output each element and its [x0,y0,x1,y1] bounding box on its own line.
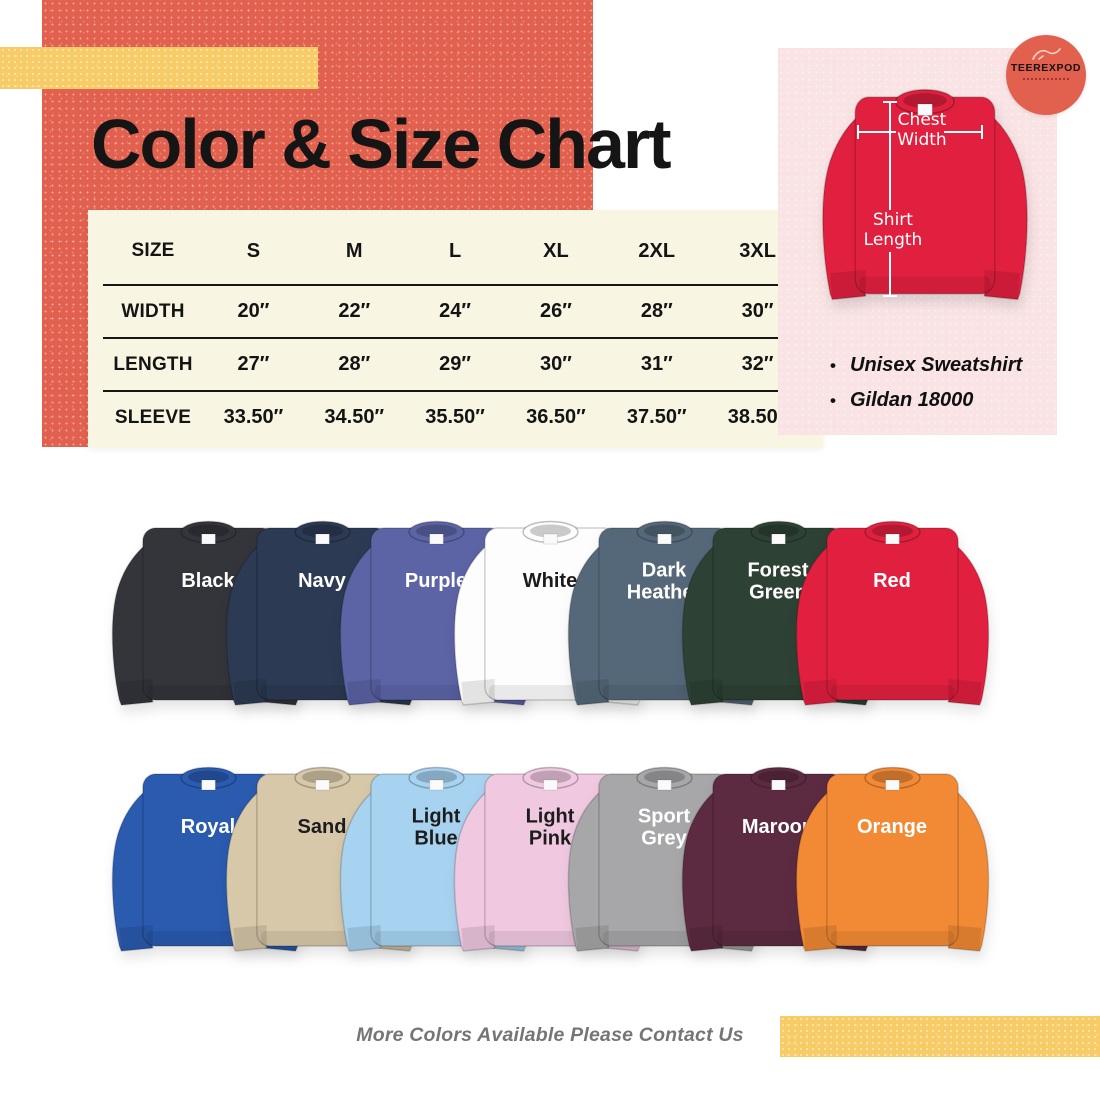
bullet-dot-icon: • [830,355,836,375]
brand-name: TEEREXPOD [1010,62,1082,74]
size-table-header-cell: L [448,239,462,262]
page-title: Color & Size Chart [91,105,672,183]
bullet-text: Unisex Sweatshirt [850,354,1023,376]
size-table-header-cell: 2XL [638,239,676,262]
size-table-header-cell: SIZE [131,240,175,261]
color-name-label: White [522,570,578,593]
yellow-accent-bar-bottom [780,1016,1100,1057]
sweatshirt-red: Red [775,506,1010,716]
size-table: SIZE S M L XL 2XL 3XL WIDTH 20″ 22″ 24″ 26″ 28″ 30″ L… [88,210,823,448]
size-table-cell: 34.50″ [324,406,385,428]
size-table-cell: 27″ [237,353,270,375]
size-table-body: WIDTH 20″ 22″ 24″ 26″ 28″ 30″ LENGTH 27″ 28″ 29″ 30… [88,284,823,443]
size-table-header-row: SIZE S M L XL 2XL 3XL [103,218,808,284]
color-name-label: Light Pink [525,805,575,849]
color-name-label: Black [181,570,235,593]
size-table-row-label: LENGTH [113,353,193,375]
color-row-2: Royal Sand Light Blue Light Pink Sport Grey M… [0,752,1100,967]
size-table-row: SLEEVE 33.50″ 34.50″ 35.50″ 36.50″ 37.50″ 38.5… [103,390,808,443]
color-name-label: Navy [298,570,346,593]
size-table-cell: 32″ [741,353,774,375]
shirt-length-label: Shirt Length [863,210,923,251]
size-table-cell: 36.50″ [526,406,586,428]
size-table-cell: 38.50″ [727,406,788,428]
measurement-sweatshirt-image [800,72,1050,312]
size-table-cell: 30″ [540,353,572,375]
size-table-row: WIDTH 20″ 22″ 24″ 26″ 28″ 30″ [103,284,808,337]
size-table-cell: 24″ [439,300,471,322]
brand-tagline-mark [1023,78,1069,80]
color-name-label: Red [873,570,911,593]
size-table-cell: 26″ [540,300,572,322]
color-name-label: Forest Green [747,559,809,603]
size-table-cell: 22″ [338,300,371,322]
color-name-label: Maroon [741,816,815,839]
size-table-row: LENGTH 27″ 28″ 29″ 30″ 31″ 32″ [103,337,808,390]
sweatshirt-orange: Orange [775,752,1010,962]
footer-note: More Colors Available Please Contact Us [356,1024,744,1046]
color-name-label: Dark Heather [626,559,702,603]
size-table-cell: 28″ [640,300,673,322]
size-table-cell: 28″ [338,353,371,375]
size-table-header-cell: S [246,239,261,262]
color-name-label: Sand [297,816,347,839]
product-bullets: • Unisex Sweatshirt • Gildan 18000 [830,348,1070,418]
color-name-label: Orange [856,816,928,839]
size-table-header-cell: 3XL [739,239,776,262]
size-table-row-label: WIDTH [121,300,185,322]
trex-sketch-icon [1032,48,1061,60]
size-table-cell: 37.50″ [626,406,687,428]
product-bullet: • Unisex Sweatshirt [830,348,1070,383]
bullet-text: Gildan 18000 [850,389,974,411]
size-table-cell: 33.50″ [223,406,284,428]
size-table-cell: 30″ [741,300,774,322]
measurement-panel: Chest Width Shirt Length [778,48,1057,435]
color-row-1: Black Navy Purple White Dark Heather Forest G… [0,506,1100,721]
color-name-label: Royal [180,816,236,839]
size-table-cell: 29″ [439,353,471,375]
size-table-cell: 20″ [237,300,270,322]
bullet-dot-icon: • [830,390,836,410]
product-bullet: • Gildan 18000 [830,383,1070,418]
size-table-row-label: SLEEVE [114,406,192,428]
yellow-accent-bar-top [0,47,318,89]
size-table-cell: 31″ [640,353,673,375]
color-name-label: Light Blue [411,805,461,849]
color-name-label: Purple [404,570,468,593]
size-table-cell: 35.50″ [425,406,485,428]
brand-logo: TEEREXPOD [1006,35,1086,115]
size-table-header-cell: XL [543,239,569,262]
size-table-header-cell: M [345,239,363,262]
chest-width-label: Chest Width [897,110,947,151]
color-name-label: Sport Grey [637,805,691,849]
